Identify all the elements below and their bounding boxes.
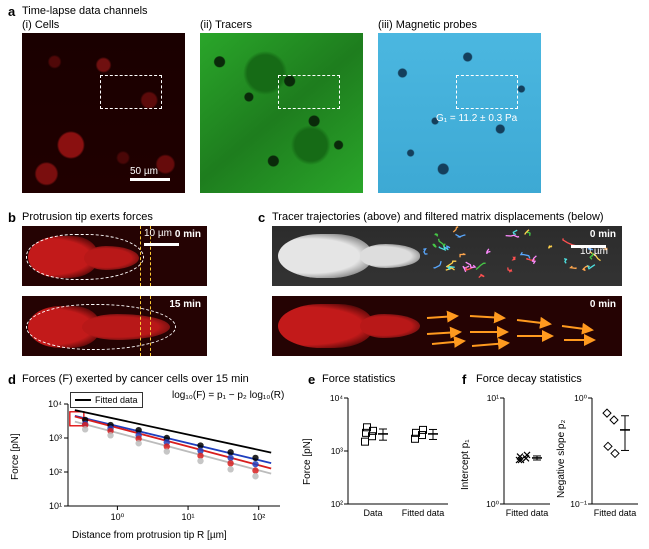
panel-b-label: b [8, 210, 16, 225]
panel-b-image-t1: 15 min [22, 296, 207, 356]
panel-d-legend-text: Fitted data [95, 395, 138, 405]
panel-b-t1-text: 15 min [169, 299, 201, 310]
svg-text:Fitted data: Fitted data [402, 508, 445, 518]
svg-text:10⁻¹: 10⁻¹ [570, 499, 587, 509]
panel-f-left-svg: 10⁰ 10¹ Fitted data [478, 390, 554, 530]
svg-text:10³: 10³ [49, 433, 62, 443]
panel-c-label: c [258, 210, 265, 225]
scalebar-b [144, 243, 179, 246]
panel-c-t1-bot: 0 min [590, 299, 616, 310]
panel-a-roi-cells [100, 75, 162, 109]
panel-e-chart: 10² 10³ 10⁴ Data Fitted data [322, 390, 452, 530]
panel-a-g1-text: G₁ = 11.2 ± 0.3 Pa [436, 113, 517, 124]
svg-text:10³: 10³ [331, 446, 343, 456]
vline-b1-b [150, 296, 151, 356]
panel-f-right-ylabel2: Negative slope p₂ [556, 420, 567, 498]
panel-c-image-top: 0 min 10 µm 10 µm [272, 226, 622, 286]
panel-b-t0-text: 0 min [175, 229, 201, 240]
scalebar-a [130, 178, 170, 181]
panel-f-left-chart: 10⁰ 10¹ Fitted data [478, 390, 554, 530]
panel-a-label: a [8, 4, 15, 19]
panel-d-svg: 10⁰ 10¹ 10² 10¹ 10² 10³ 10⁴ [36, 390, 286, 530]
panel-b-title: Protrusion tip exerts forces [22, 211, 153, 223]
panel-c-t0-top: 0 min [590, 229, 616, 240]
panel-a-image-tracers [200, 33, 363, 193]
panel-e-label: e [308, 372, 315, 387]
vline-b1-a [140, 296, 141, 356]
panel-f-left-ylabel: Intercept p₁ [460, 439, 471, 490]
svg-text:10¹: 10¹ [49, 501, 62, 511]
panel-d-label: d [8, 372, 16, 387]
panel-f-right-svg: 10⁻¹ 10⁰ Fitted data [566, 390, 642, 530]
panel-e-title: Force statistics [322, 373, 395, 385]
svg-text:10⁴: 10⁴ [48, 399, 62, 409]
panel-a-image-probes: G₁ = 11.2 ± 0.3 Pa [378, 33, 541, 193]
panel-e-svg: 10² 10³ 10⁴ Data Fitted data [322, 390, 452, 530]
panel-f-title: Force decay statistics [476, 373, 582, 385]
panel-f-right-chart: 10⁻¹ 10⁰ Fitted data [566, 390, 642, 530]
svg-text:10²: 10² [252, 512, 265, 522]
svg-text:10⁴: 10⁴ [330, 393, 343, 403]
panel-b-image-t0: 0 min 10 µm [22, 226, 207, 286]
panel-e-ylabel: Force [pN] [302, 438, 313, 485]
panel-a-sub-ii: (ii) Tracers [200, 19, 252, 31]
svg-text:Fitted data: Fitted data [506, 508, 549, 518]
svg-text:Fitted data: Fitted data [594, 508, 637, 518]
panel-c-title: Tracer trajectories (above) and filtered… [272, 211, 604, 223]
panel-f-label: f [462, 372, 466, 387]
cell-outline-b0 [26, 234, 144, 280]
svg-text:10¹: 10¹ [182, 512, 195, 522]
svg-text:10¹: 10¹ [487, 393, 499, 403]
panel-d-ylabel: Force [pN] [10, 433, 21, 480]
svg-text:10⁰: 10⁰ [111, 512, 125, 522]
svg-text:Data: Data [363, 508, 382, 518]
tracer-trajectories-svg [272, 226, 622, 286]
svg-text:10⁰: 10⁰ [574, 393, 587, 403]
scalebar-b-text: 10 µm [144, 228, 172, 239]
svg-text:10²: 10² [49, 467, 62, 477]
panel-a-image-cells: 50 µm [22, 33, 185, 193]
panel-a-title: Time-lapse data channels [22, 5, 148, 17]
panel-d-equation: log₁₀(F) = p₁ − p₂ log₁₀(R) [172, 390, 284, 401]
vline-b0-a [140, 226, 141, 286]
svg-text:10⁰: 10⁰ [486, 499, 499, 509]
legend-line-icon [75, 399, 91, 401]
panel-d-xlabel: Distance from protrusion tip R [µm] [72, 530, 227, 541]
panel-a-sub-iii: (iii) Magnetic probes [378, 19, 477, 31]
svg-text:10²: 10² [331, 499, 343, 509]
panel-a-roi-probes [456, 75, 518, 109]
scalebar-c-label: 10 µm [580, 246, 608, 257]
panel-d-title: Forces (F) exerted by cancer cells over … [22, 373, 249, 385]
panel-a-roi-tracers [278, 75, 340, 109]
panel-a-sub-i: (i) Cells [22, 19, 59, 31]
panel-d-legend: Fitted data [70, 392, 143, 408]
panel-d-chart: 10⁰ 10¹ 10² 10¹ 10² 10³ 10⁴ Fitted data log₁₀(… [36, 390, 286, 530]
scalebar-a-text: 50 µm [130, 166, 158, 177]
cell-outline-b1 [26, 304, 176, 350]
displacement-arrows-svg [272, 296, 622, 356]
panel-c-image-bottom: 0 min [272, 296, 622, 356]
